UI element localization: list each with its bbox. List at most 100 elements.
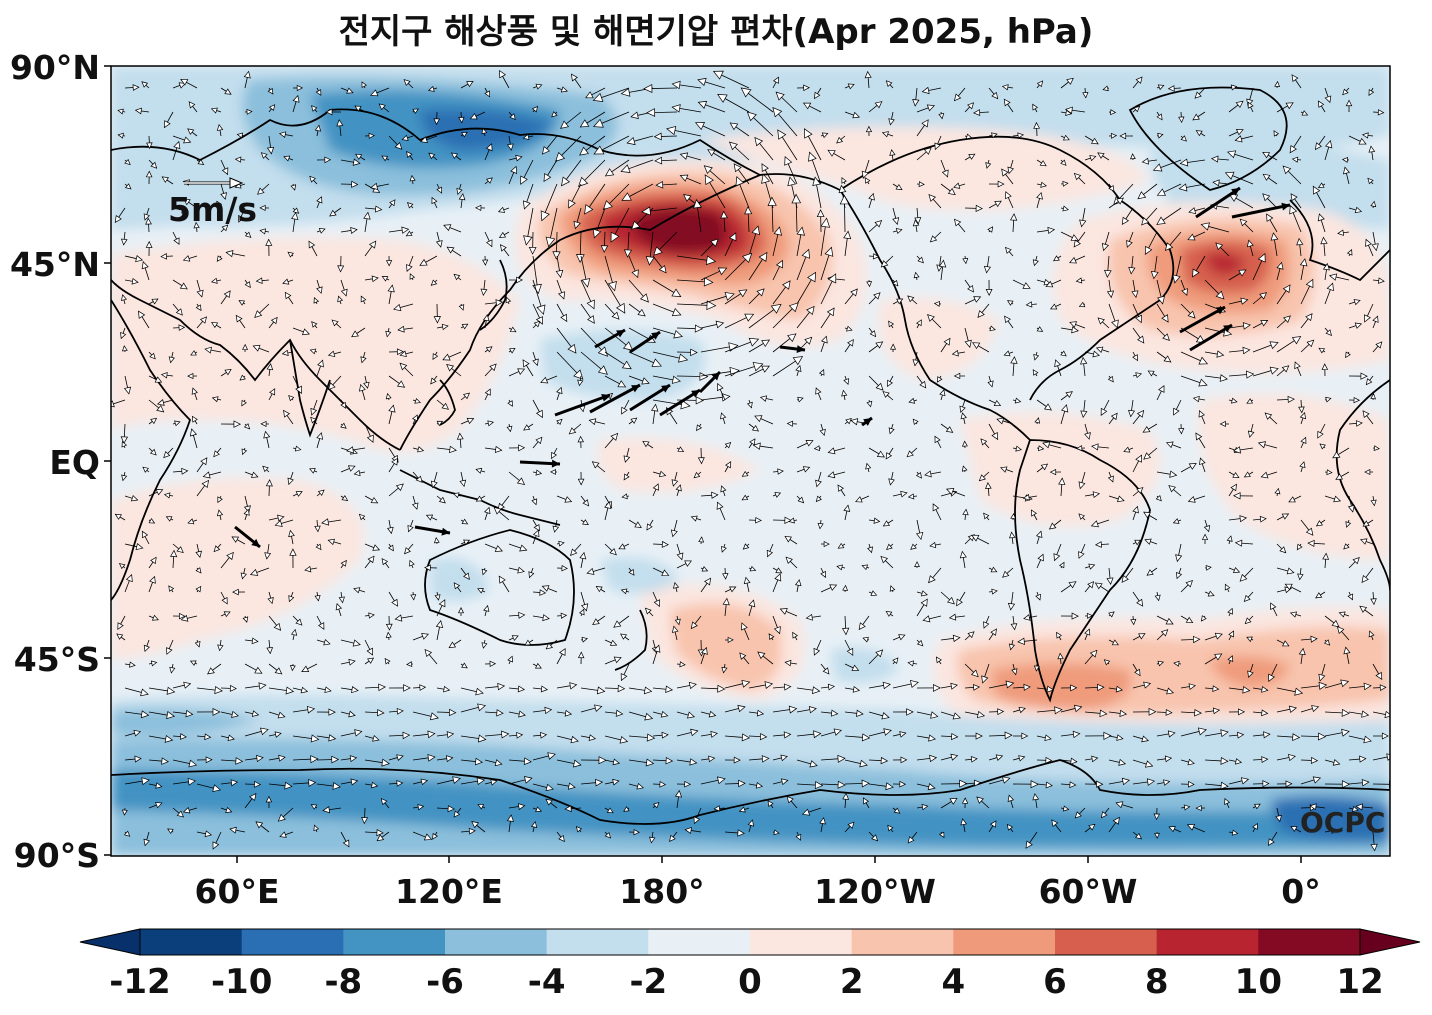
wind-vector-head: [533, 320, 541, 328]
wind-vector-head: [1007, 300, 1014, 306]
wind-vector-head: [328, 708, 336, 716]
wind-vector-head: [1227, 655, 1234, 663]
wind-vector-head: [1298, 406, 1305, 414]
wind-vector-head: [976, 710, 986, 719]
wind-vector-head: [1200, 222, 1210, 231]
wind-vector-head: [1116, 734, 1124, 741]
wind-vector-head: [1240, 777, 1250, 785]
wind-vector-head: [435, 240, 443, 248]
wind-vector-head: [705, 255, 717, 266]
wind-vector-head: [411, 502, 419, 510]
wind-vector-head: [1064, 106, 1073, 114]
wind-vector-head: [233, 420, 242, 428]
wind-vector-head: [120, 436, 129, 444]
wind-vector-head: [1370, 499, 1377, 507]
wind-vector-head: [518, 611, 526, 619]
wind-vector-head: [1142, 425, 1151, 433]
wind-vector-head: [1135, 372, 1143, 379]
wind-vector-head: [623, 455, 631, 463]
wind-vector-head: [1179, 158, 1189, 167]
wind-vector-head: [194, 640, 201, 648]
wind-vector-head: [651, 358, 662, 367]
wind-vector-head: [335, 603, 343, 611]
wind-vector-head: [351, 180, 359, 188]
wind-vector-head: [628, 568, 635, 576]
wind-vector-head: [1005, 246, 1012, 254]
wind-vector-head: [1253, 803, 1261, 810]
wind-vector-head: [887, 379, 894, 388]
wind-vector-head: [928, 734, 937, 742]
wind-vector-head: [858, 622, 866, 631]
wind-vector-head: [267, 596, 274, 605]
wind-vector-head: [394, 141, 403, 150]
wind-vector-head: [1163, 355, 1172, 363]
wind-vector-head: [1335, 473, 1343, 480]
wind-vector-head: [1288, 496, 1296, 503]
wind-vector-head: [621, 493, 628, 500]
wind-vector-head: [474, 757, 483, 766]
lat-label-90s: 90°S: [13, 836, 100, 875]
wind-vector-head: [539, 589, 547, 596]
wind-vector-head: [274, 667, 283, 675]
wind-vector-head: [141, 261, 149, 270]
wind-vector-head: [1332, 759, 1341, 766]
wind-vector-head: [353, 587, 361, 594]
significant-wind-vector-head: [1231, 188, 1240, 196]
wind-vector-head: [665, 685, 674, 693]
wind-vector-head: [1195, 130, 1203, 137]
wind-vector-head: [777, 129, 787, 140]
significant-wind-vector: [589, 383, 641, 414]
wind-vector-head: [577, 478, 585, 486]
wind-vector-head: [872, 253, 880, 260]
wind-vector-head: [827, 447, 836, 455]
wind-vector-head: [446, 246, 455, 254]
wind-vector-head: [598, 756, 607, 765]
wind-vector-head: [861, 564, 869, 571]
wind-vector-head: [1291, 336, 1302, 345]
wind-vector-head: [801, 808, 811, 816]
wind-vector-head: [1364, 468, 1371, 476]
wind-vector-head: [193, 221, 200, 229]
wind-vector-head: [885, 610, 893, 617]
wind-vector-head: [485, 143, 493, 152]
wind-vector-head: [912, 219, 920, 227]
wind-vector-head: [347, 465, 356, 472]
wind-vector-head: [720, 210, 728, 219]
wind-vector-head: [610, 231, 620, 243]
wind-vector-head: [1264, 412, 1273, 420]
wind-vector-head: [862, 636, 869, 643]
wind-vector-head: [560, 612, 568, 619]
wind-vector-head: [788, 302, 799, 313]
wind-vector-head: [387, 544, 394, 552]
wind-vector-head: [961, 465, 968, 472]
wind-vector-head: [671, 625, 679, 633]
wind-vector-head: [423, 833, 433, 841]
wind-vector-head: [535, 436, 543, 445]
wind-vector-head: [1005, 680, 1015, 689]
wind-vector-head: [671, 307, 682, 317]
wind-vector-head: [212, 784, 222, 793]
wind-vector-head: [748, 599, 756, 608]
wind-vector-head: [693, 471, 701, 479]
wind-vector-head: [150, 161, 158, 169]
wind-vector-head: [1045, 756, 1053, 764]
wind-vector-head: [381, 155, 389, 162]
wind-vector-head: [953, 182, 961, 189]
wind-vector-head: [287, 477, 294, 486]
wind-vector-head: [900, 490, 908, 498]
wind-vector-head: [1351, 805, 1359, 812]
wind-vector-head: [269, 388, 276, 396]
wind-vector-head: [1165, 708, 1173, 716]
wind-vector-head: [493, 506, 502, 515]
wind-vector-head: [340, 559, 347, 567]
wind-vector-head: [679, 174, 689, 182]
wind-vector-head: [1275, 814, 1282, 823]
wind-vector-head: [1261, 756, 1269, 763]
wind-vector-head: [352, 158, 361, 166]
wind-vector-head: [1121, 574, 1129, 583]
wind-vector-head: [368, 612, 375, 619]
wind-vector-head: [531, 498, 538, 506]
wind-vector-head: [987, 380, 994, 388]
wind-vector-head: [438, 599, 446, 608]
wind-vector-head: [1128, 409, 1136, 418]
